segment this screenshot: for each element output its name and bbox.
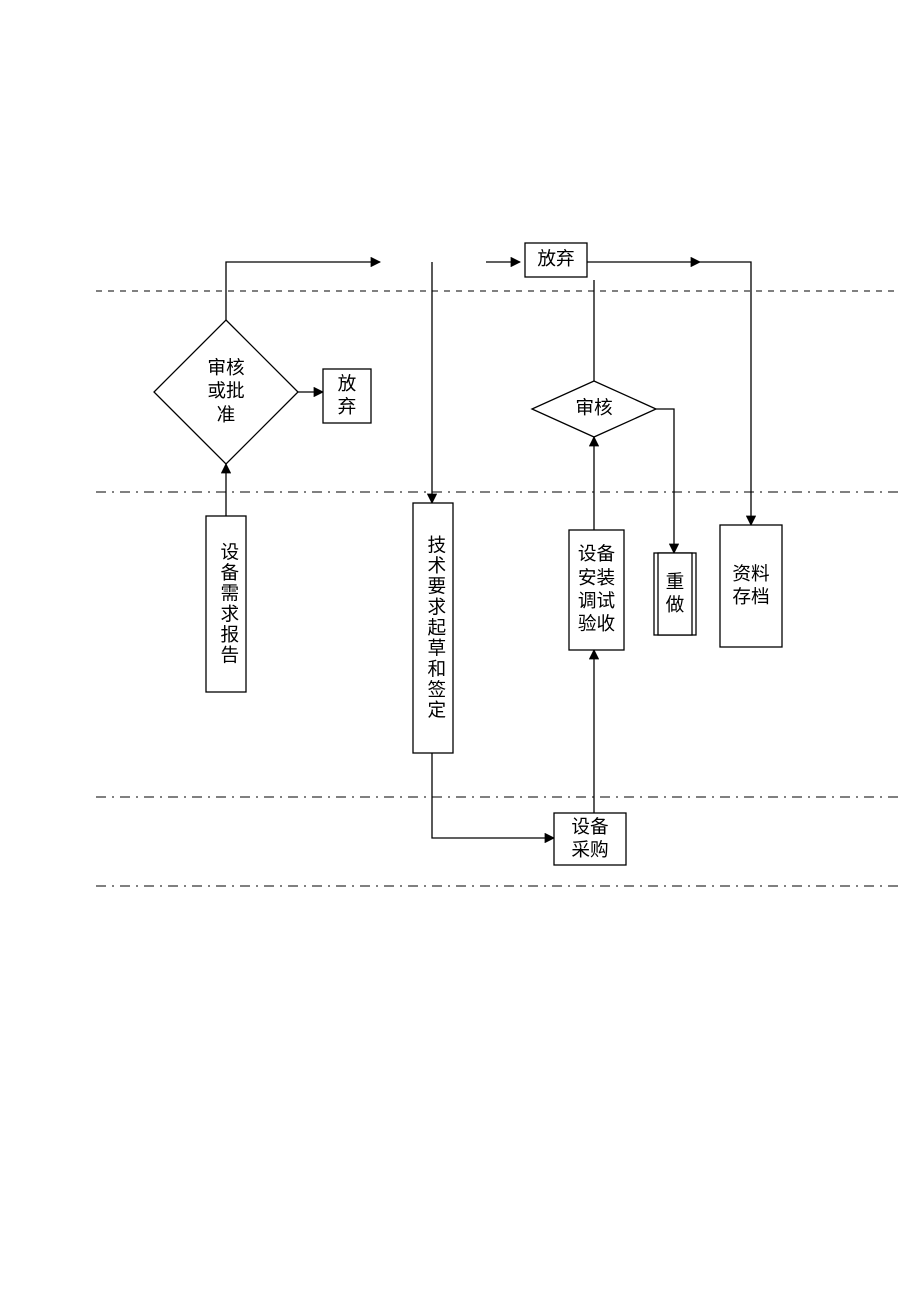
flowchart-svg: [0, 0, 920, 1302]
node-purchase: [554, 813, 626, 865]
node-tech_spec: [413, 503, 453, 753]
node-redo-inner: [658, 553, 692, 635]
node-install: [569, 530, 624, 650]
node-need_report: [206, 516, 246, 692]
node-archive: [720, 525, 782, 647]
edge-review-to-redo: [656, 409, 674, 553]
node-abandon_top: [525, 243, 587, 277]
node-decision_review: [532, 381, 656, 437]
node-abandon_left: [323, 369, 371, 423]
flowchart-canvas: 审核 或批 准放 弃放弃审核设备需求报告技术要求起草和签定设备 安装 调试 验收…: [0, 0, 920, 1302]
node-decision_approve: [154, 320, 298, 464]
edge-archive-down: [700, 262, 751, 525]
edge-tech-to-purchase: [432, 753, 554, 838]
